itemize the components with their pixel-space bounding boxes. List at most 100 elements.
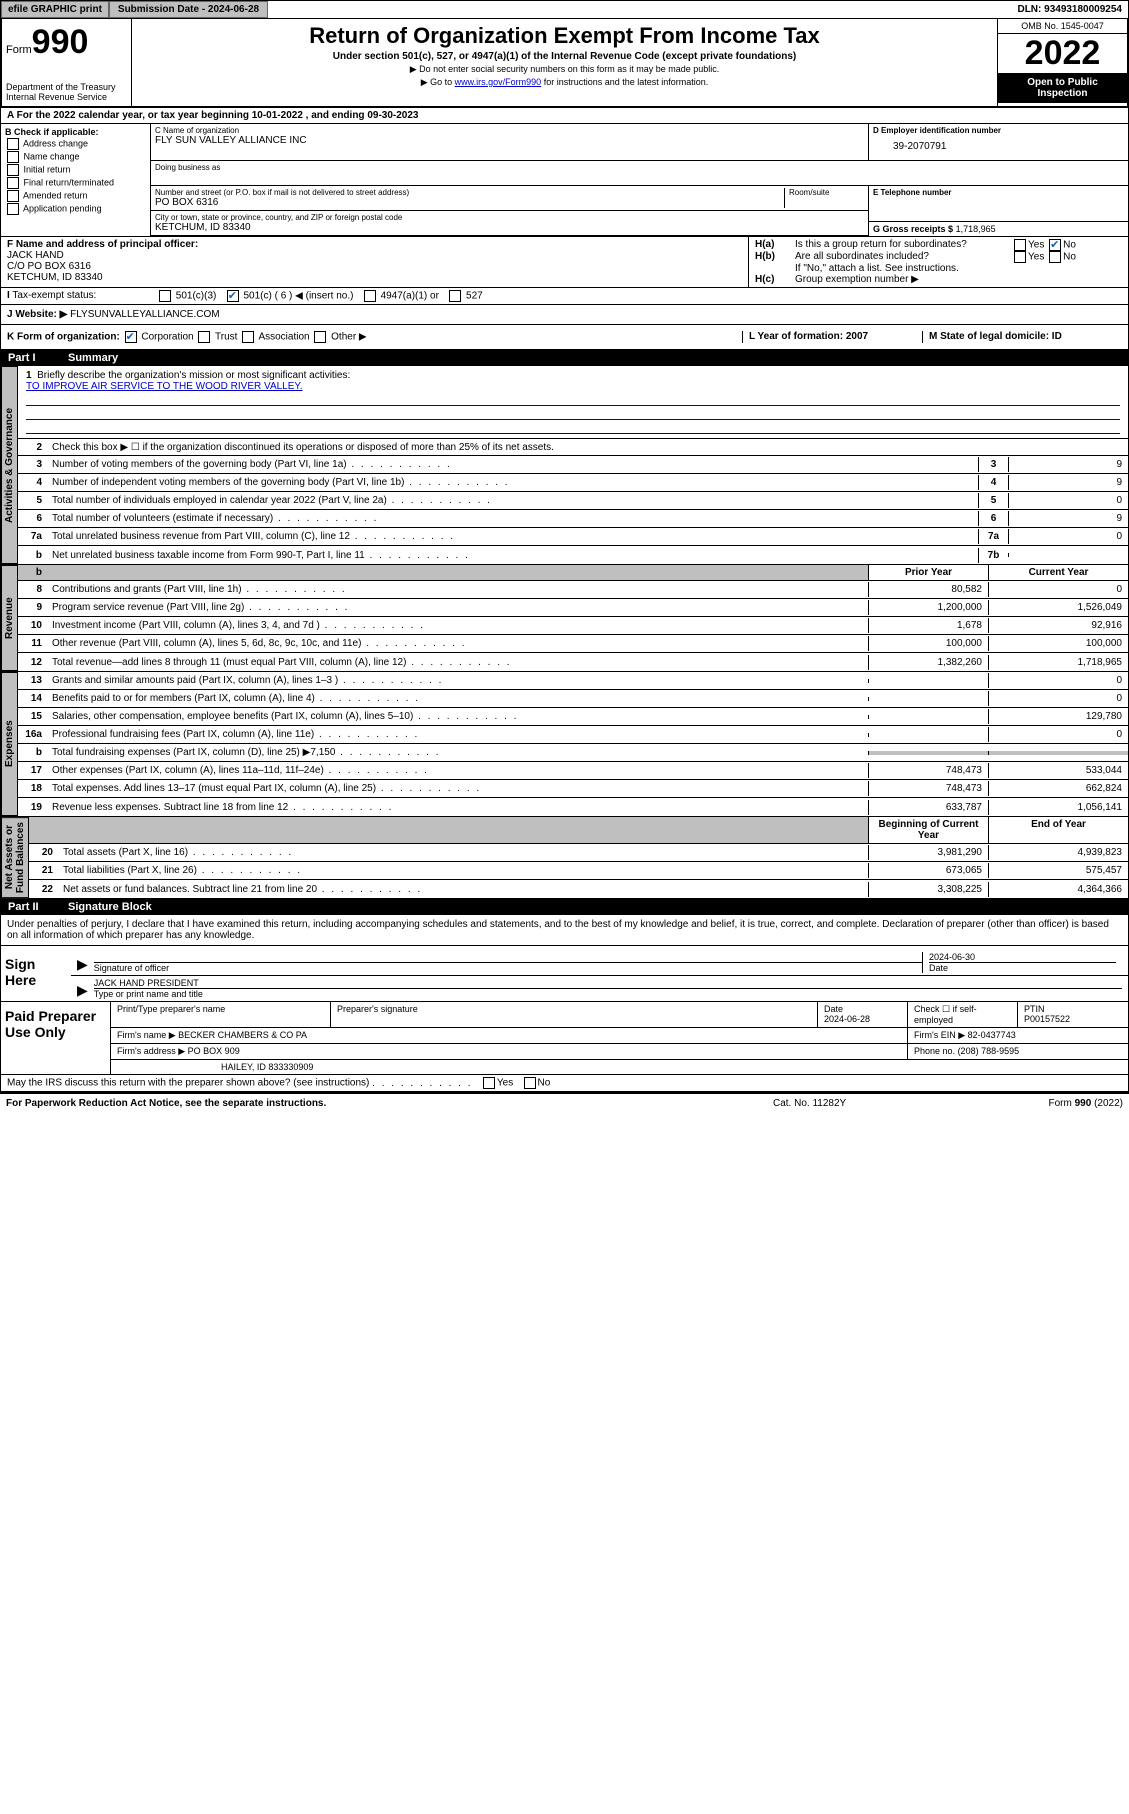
chk-trust[interactable] [198,331,210,343]
line-2: Check this box ▶ ☐ if the organization d… [48,440,1128,455]
efile-button[interactable]: efile GRAPHIC print [1,1,109,18]
prior-8: 80,582 [868,582,988,597]
submission-date: Submission Date - 2024-06-28 [109,1,268,18]
ha-yes[interactable] [1014,239,1026,251]
chk-assoc[interactable] [242,331,254,343]
prior-18: 748,473 [868,781,988,796]
line-12: Total revenue—add lines 8 through 11 (mu… [48,655,868,670]
officer-addr1: C/O PO BOX 6316 [7,261,742,272]
dba-label: Doing business as [155,163,1124,172]
section-fh: F Name and address of principal officer:… [0,237,1129,288]
prior-17: 748,473 [868,763,988,778]
street-label: Number and street (or P.O. box if mail i… [155,188,784,197]
gov-line-5: Total number of individuals employed in … [48,493,978,508]
sig-date: 2024-06-30 [929,952,1116,962]
side-netassets: Net Assets or Fund Balances [1,817,29,898]
ha-text: Is this a group return for subordinates? [795,239,1012,251]
chk-501c3[interactable] [159,290,171,302]
gov-val-5: 0 [1008,493,1128,508]
curr-10: 92,916 [988,618,1128,633]
hb-yes[interactable] [1014,251,1026,263]
gov-val-3: 9 [1008,457,1128,472]
mission-label: Briefly describe the organization's miss… [37,370,350,381]
curr-20: 4,939,823 [988,845,1128,860]
discuss-yes[interactable] [483,1077,495,1089]
year-formation: L Year of formation: 2007 [742,331,922,343]
sign-here-label: Sign Here [1,946,71,1001]
org-name: FLY SUN VALLEY ALLIANCE INC [155,135,864,146]
line-21: Total liabilities (Part X, line 26) [59,863,868,878]
top-bar: efile GRAPHIC print Submission Date - 20… [0,0,1129,19]
row-a-tax-year: A For the 2022 calendar year, or tax yea… [0,108,1129,124]
tel-label: E Telephone number [873,188,1124,197]
prior-22: 3,308,225 [868,882,988,897]
chk-527[interactable] [449,290,461,302]
officer-name: JACK HAND [7,250,742,261]
chk-address-change[interactable] [7,138,19,150]
chk-corp[interactable] [125,331,137,343]
street-value: PO BOX 6316 [155,197,784,208]
gov-val-7a: 0 [1008,529,1128,544]
city-label: City or town, state or province, country… [155,213,402,222]
chk-501c[interactable] [227,290,239,302]
curr-12: 1,718,965 [988,655,1128,670]
row-i-tax-status: I Tax-exempt status: 501(c)(3) 501(c) ( … [0,288,1129,305]
hb-text: Are all subordinates included? [795,251,1012,263]
revenue-block: Revenue b Prior Year Current Year 8Contr… [0,565,1129,672]
discuss-no[interactable] [524,1077,536,1089]
suite-label: Room/suite [789,188,860,197]
irs-link[interactable]: www.irs.gov/Form990 [455,77,542,87]
hb-no[interactable] [1049,251,1061,263]
line-17: Other expenses (Part IX, column (A), lin… [48,763,868,778]
chk-initial-return[interactable] [7,164,19,176]
chk-pending[interactable] [7,203,19,215]
chk-4947[interactable] [364,290,376,302]
sig-date-label: Date [929,962,1116,973]
page-footer: For Paperwork Reduction Act Notice, see … [0,1092,1129,1113]
name-title-label: Type or print name and title [94,988,1122,999]
chk-name-change[interactable] [7,151,19,163]
line-18: Total expenses. Add lines 13–17 (must eq… [48,781,868,796]
gov-val-4: 9 [1008,475,1128,490]
col-b-checkboxes: B Check if applicable: Address change Na… [1,124,151,236]
org-name-label: C Name of organization [155,126,864,135]
gross-receipts: G Gross receipts $ 1,718,965 [869,222,1128,236]
line-13: Grants and similar amounts paid (Part IX… [48,673,868,688]
gov-line-7a: Total unrelated business revenue from Pa… [48,529,978,544]
hc-text: Group exemption number ▶ [795,274,1122,285]
form-subtitle: Under section 501(c), 527, or 4947(a)(1)… [136,51,993,62]
line-8: Contributions and grants (Part VIII, lin… [48,582,868,597]
firm-addr2: HAILEY, ID 833330909 [111,1060,1128,1074]
line-22: Net assets or fund balances. Subtract li… [59,882,868,897]
prior-12: 1,382,260 [868,655,988,670]
gov-line-4: Number of independent voting members of … [48,475,978,490]
line-16a: Professional fundraising fees (Part IX, … [48,727,868,742]
chk-amended[interactable] [7,190,19,202]
chk-final-return[interactable] [7,177,19,189]
line-11: Other revenue (Part VIII, column (A), li… [48,636,868,651]
col-begin: Beginning of Current Year [868,817,988,843]
line-b: Total fundraising expenses (Part IX, col… [48,745,868,760]
part-2-header: Part II Signature Block [0,899,1129,915]
expenses-block: Expenses 13Grants and similar amounts pa… [0,672,1129,817]
col-end: End of Year [988,817,1128,843]
preparer-block: Paid Preparer Use Only Print/Type prepar… [0,1002,1129,1075]
curr-18: 662,824 [988,781,1128,796]
col-current: Current Year [988,565,1128,580]
netassets-block: Net Assets or Fund Balances Beginning of… [0,817,1129,899]
prior-14 [868,697,988,701]
line-19: Revenue less expenses. Subtract line 18 … [48,800,868,815]
signature-note: Under penalties of perjury, I declare th… [0,915,1129,946]
prior-13 [868,679,988,683]
curr-11: 100,000 [988,636,1128,651]
omb-number: OMB No. 1545-0047 [998,19,1127,34]
chk-other[interactable] [314,331,326,343]
line-14: Benefits paid to or for members (Part IX… [48,691,868,706]
section-bc: B Check if applicable: Address change Na… [0,124,1129,237]
firm-addr1: PO BOX 909 [188,1046,240,1056]
curr-21: 575,457 [988,863,1128,878]
firm-phone: (208) 788-9595 [958,1046,1020,1056]
ha-no[interactable] [1049,239,1061,251]
prior-11: 100,000 [868,636,988,651]
gov-val-b [1008,553,1128,557]
